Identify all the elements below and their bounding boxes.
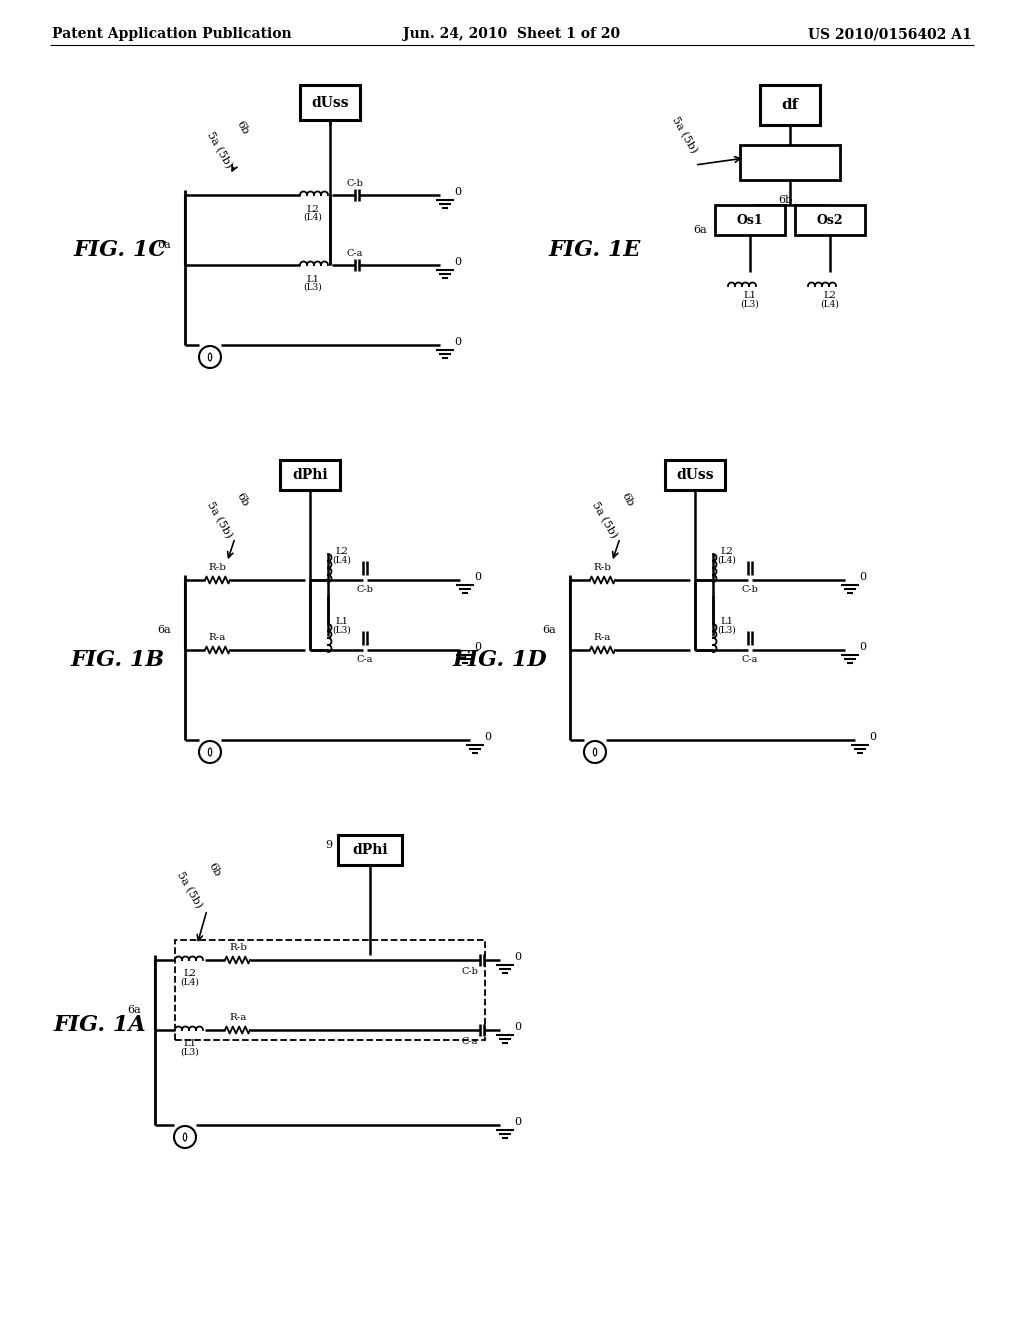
Text: dPhi: dPhi [292, 469, 328, 482]
Text: 5a (5b): 5a (5b) [205, 129, 234, 170]
Text: df: df [781, 98, 799, 112]
Text: C-a: C-a [462, 1038, 478, 1047]
Text: 6a: 6a [543, 624, 556, 635]
Text: R-b: R-b [593, 564, 611, 573]
Text: L1: L1 [743, 292, 757, 301]
Text: Os2: Os2 [817, 214, 844, 227]
Text: 0: 0 [484, 733, 492, 742]
Text: 9: 9 [325, 840, 332, 850]
Text: L1: L1 [336, 618, 348, 627]
Text: 0: 0 [859, 572, 866, 582]
Text: R-a: R-a [593, 634, 610, 643]
Text: 5a (5b): 5a (5b) [205, 500, 234, 540]
Text: 6a: 6a [127, 1005, 141, 1015]
Text: 6a: 6a [158, 240, 171, 249]
Text: C-a: C-a [741, 656, 758, 664]
Text: R-b: R-b [208, 564, 226, 573]
Text: 0: 0 [514, 1117, 521, 1127]
Bar [760, 84, 820, 125]
Text: R-b: R-b [229, 944, 247, 953]
Text: (L4): (L4) [333, 556, 351, 565]
Text: C-a: C-a [356, 656, 373, 664]
Text: C-a: C-a [347, 248, 364, 257]
Text: (L4): (L4) [303, 213, 323, 222]
Text: R-a: R-a [208, 634, 225, 643]
Text: (L3): (L3) [718, 626, 736, 635]
Text: 0: 0 [859, 642, 866, 652]
Text: R-a: R-a [229, 1014, 247, 1023]
Text: 5a (5b): 5a (5b) [175, 870, 204, 909]
Text: FIG. 1B: FIG. 1B [71, 649, 165, 671]
Text: 5a (5b): 5a (5b) [670, 115, 699, 154]
Text: C-b: C-b [346, 178, 364, 187]
Text: (L3): (L3) [333, 626, 351, 635]
Text: (L4): (L4) [820, 300, 840, 309]
Text: C-b: C-b [741, 586, 759, 594]
Text: 0: 0 [455, 257, 462, 267]
Text: L2: L2 [183, 969, 197, 978]
Text: FIG. 1D: FIG. 1D [453, 649, 547, 671]
Bar [740, 145, 840, 180]
Text: 0: 0 [455, 187, 462, 197]
Text: 6b: 6b [234, 119, 251, 137]
Text: L2: L2 [336, 548, 348, 557]
Text: C-b: C-b [461, 968, 478, 977]
Text: (L3): (L3) [180, 1048, 200, 1056]
Bar [715, 205, 785, 235]
Text: (L4): (L4) [718, 556, 736, 565]
Text: 0: 0 [869, 733, 877, 742]
Text: 0: 0 [474, 572, 481, 582]
Text: Jun. 24, 2010  Sheet 1 of 20: Jun. 24, 2010 Sheet 1 of 20 [403, 26, 621, 41]
Text: 5a (5b): 5a (5b) [590, 500, 620, 540]
Text: dUss: dUss [676, 469, 714, 482]
Text: L2: L2 [721, 548, 733, 557]
Text: 6b: 6b [234, 491, 251, 508]
Text: FIG. 1A: FIG. 1A [53, 1014, 146, 1036]
Text: 6b: 6b [207, 862, 223, 879]
Bar [175, 940, 485, 1040]
Bar [665, 459, 725, 490]
Text: FIG. 1E: FIG. 1E [549, 239, 641, 261]
Text: L2: L2 [823, 292, 837, 301]
Text: 6b: 6b [620, 491, 636, 508]
Text: 6b: 6b [778, 195, 793, 205]
Bar [280, 459, 340, 490]
Text: US 2010/0156402 A1: US 2010/0156402 A1 [808, 26, 972, 41]
Text: Os1: Os1 [736, 214, 763, 227]
Text: Patent Application Publication: Patent Application Publication [52, 26, 292, 41]
Text: L1: L1 [183, 1040, 197, 1048]
Text: (L3): (L3) [740, 300, 760, 309]
Text: L2: L2 [306, 205, 319, 214]
Text: 0: 0 [455, 337, 462, 347]
Bar [338, 836, 402, 865]
Text: L1: L1 [721, 618, 733, 627]
Text: dPhi: dPhi [352, 843, 388, 857]
Bar [300, 84, 360, 120]
Text: (L4): (L4) [180, 978, 200, 986]
Text: (L3): (L3) [304, 282, 323, 292]
Text: FIG. 1C: FIG. 1C [74, 239, 167, 261]
Text: dUss: dUss [311, 96, 349, 110]
Text: 0: 0 [514, 1022, 521, 1032]
Text: C-b: C-b [356, 586, 374, 594]
Text: 0: 0 [474, 642, 481, 652]
Text: 0: 0 [514, 952, 521, 962]
Text: L1: L1 [306, 275, 319, 284]
Text: 6a: 6a [158, 624, 171, 635]
Text: 6a: 6a [693, 224, 707, 235]
Bar [795, 205, 865, 235]
